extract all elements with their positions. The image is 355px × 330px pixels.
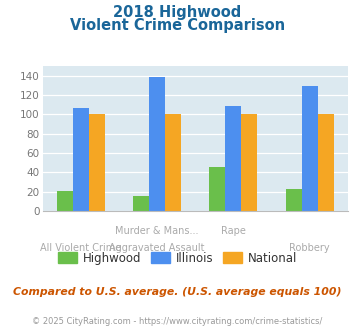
Bar: [133, 196, 149, 211]
Bar: [318, 115, 334, 211]
Text: Robbery: Robbery: [289, 243, 330, 252]
Bar: [209, 167, 225, 211]
Bar: [149, 77, 165, 211]
Text: 2018 Highwood: 2018 Highwood: [113, 5, 242, 20]
Legend: Highwood, Illinois, National: Highwood, Illinois, National: [53, 247, 302, 269]
Text: Murder & Mans...: Murder & Mans...: [115, 226, 199, 236]
Text: Rape: Rape: [221, 226, 246, 236]
Bar: [241, 115, 257, 211]
Bar: [165, 115, 181, 211]
Bar: [302, 86, 318, 211]
Bar: [73, 108, 89, 211]
Bar: [286, 189, 302, 211]
Bar: [89, 115, 105, 211]
Text: All Violent Crime: All Violent Crime: [40, 243, 121, 252]
Bar: [57, 191, 73, 211]
Text: Aggravated Assault: Aggravated Assault: [109, 243, 205, 252]
Text: © 2025 CityRating.com - https://www.cityrating.com/crime-statistics/: © 2025 CityRating.com - https://www.city…: [32, 317, 323, 326]
Bar: [225, 106, 241, 211]
Text: Violent Crime Comparison: Violent Crime Comparison: [70, 18, 285, 33]
Text: Compared to U.S. average. (U.S. average equals 100): Compared to U.S. average. (U.S. average …: [13, 287, 342, 297]
